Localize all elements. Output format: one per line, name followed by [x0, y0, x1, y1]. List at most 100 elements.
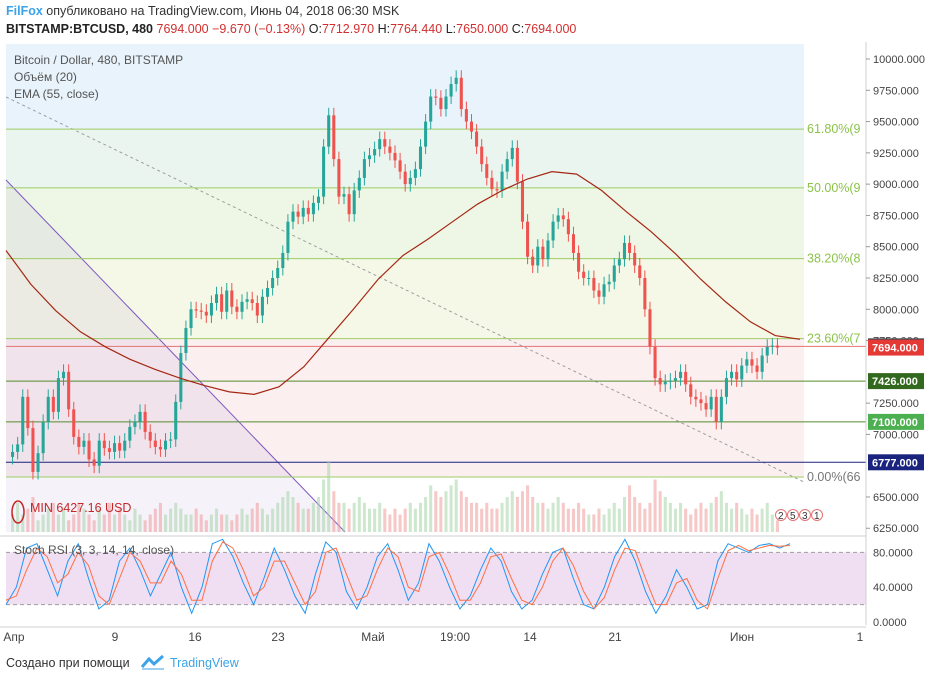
volume-bar [424, 497, 428, 532]
candle-body [260, 296, 264, 316]
trend-line-falling [5, 179, 346, 533]
candle-body [724, 378, 728, 397]
y-tick-label: 10000.000 [873, 54, 925, 66]
author-name[interactable]: FilFox [6, 4, 43, 18]
price-badge-box [868, 373, 924, 390]
stoch-k-line [5, 538, 791, 615]
candle-body [291, 211, 295, 222]
candle-body [694, 396, 698, 400]
volume-bar [296, 502, 300, 532]
volume-bar [735, 502, 739, 532]
volume-bar [271, 508, 275, 532]
fib-zone [6, 258, 804, 339]
candle-body [515, 147, 519, 182]
event-badge-label: 2 [778, 511, 784, 522]
candle-body [383, 139, 387, 147]
volume-bar [21, 514, 25, 532]
volume-bar [724, 502, 728, 532]
candle-body [398, 160, 402, 172]
volume-bar [362, 502, 366, 532]
candle-body [327, 115, 331, 147]
y-tick-label: 9000.000 [873, 179, 919, 191]
volume-bar [755, 514, 759, 532]
volume-bar [199, 514, 203, 532]
volume-bar [587, 514, 591, 532]
candle-body [72, 409, 76, 437]
candle-body [551, 221, 555, 241]
fib-zone [6, 44, 804, 130]
price-chart[interactable]: 61.80%(9 50.00%(9 38.20%(8 23.60%(7 0.00%(66… [0, 42, 937, 652]
symbol-label: BITSTAMP:BTCUSD, 480 [6, 22, 154, 36]
candle-body [174, 401, 178, 440]
volume-bar [434, 491, 438, 532]
volume-bar [679, 502, 683, 532]
volume-bar [633, 497, 637, 532]
volume-bar [582, 508, 586, 532]
price-badge: 7694.000 [868, 339, 924, 356]
x-tick-label: Июн [730, 630, 754, 644]
volume-bar [184, 514, 188, 532]
candle-body [220, 294, 224, 312]
open-value: 7712.970 [321, 22, 375, 36]
volume-bar [602, 514, 606, 532]
volume-bar [699, 502, 703, 532]
candle-body [362, 159, 366, 178]
volume-bar [230, 520, 234, 532]
candle-body [51, 396, 55, 412]
candle-body [745, 359, 749, 366]
created-with-label: Создано при помощи [6, 656, 130, 670]
candle-body [653, 346, 657, 379]
x-tick-label: 16 [188, 630, 202, 644]
volume-bar [648, 502, 652, 532]
min-marker-icon [11, 500, 25, 524]
x-tick-label: 19:00 [440, 630, 470, 644]
candle-body [622, 242, 626, 260]
candle-body [276, 267, 280, 278]
x-tick-label: Май [361, 630, 385, 644]
candle-body [475, 131, 479, 147]
close-value: 7694.000 [524, 22, 577, 36]
volume-bar [663, 497, 667, 532]
candle-body [41, 421, 45, 454]
event-flag-icon [787, 509, 799, 521]
stoch-d-line [5, 541, 791, 610]
volume-bar [62, 508, 66, 532]
tradingview-link[interactable]: TradingView [170, 656, 239, 670]
candle-body [97, 440, 101, 466]
volume-bar [444, 491, 448, 532]
tradingview-logo-icon [141, 654, 164, 670]
legend-item: Bitcoin / Dollar, 480, BITSTAMP [14, 53, 183, 67]
volume-bar [617, 508, 621, 532]
candle-body [113, 443, 117, 452]
volume-bar [653, 479, 657, 532]
candle-body [92, 459, 96, 466]
candle-body [194, 309, 198, 311]
volume-bar [220, 514, 224, 532]
low-label: L: [445, 22, 457, 36]
volume-bar [77, 502, 81, 532]
stoch-y-label: 0.0000 [873, 617, 907, 629]
stoch-title: Stoch RSI (3, 3, 14, 14, close) [14, 543, 174, 557]
volume-bar [668, 502, 672, 532]
volume-bar [495, 508, 499, 532]
volume-bar [607, 508, 611, 532]
candle-body [21, 396, 25, 445]
candle-body [633, 252, 637, 266]
candle-body [352, 190, 356, 215]
volume-bar [413, 508, 417, 532]
candle-body [240, 301, 244, 312]
volume-bar [225, 514, 229, 532]
y-tick-label: 7250.000 [873, 398, 919, 410]
candle-body [526, 221, 530, 257]
stoch-y-label: 40.0000 [873, 582, 913, 594]
candle-body [77, 436, 81, 447]
candle-body [235, 306, 239, 312]
candle-body [322, 146, 326, 197]
volume-bar [245, 514, 249, 532]
volume-bar [515, 497, 519, 532]
volume-bar [418, 502, 423, 532]
candle-body [184, 328, 188, 354]
volume-bar [367, 508, 372, 532]
candle-body [709, 396, 713, 410]
candle-body [199, 310, 203, 312]
